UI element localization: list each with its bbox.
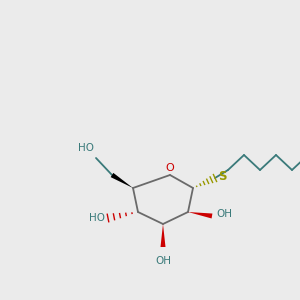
Text: OH: OH: [216, 209, 232, 219]
Text: HO: HO: [89, 213, 105, 223]
Polygon shape: [111, 173, 133, 188]
Polygon shape: [188, 212, 212, 218]
Text: OH: OH: [155, 256, 171, 266]
Text: S: S: [218, 170, 226, 184]
Text: O: O: [166, 163, 174, 173]
Text: HO: HO: [78, 143, 94, 153]
Polygon shape: [160, 224, 166, 247]
